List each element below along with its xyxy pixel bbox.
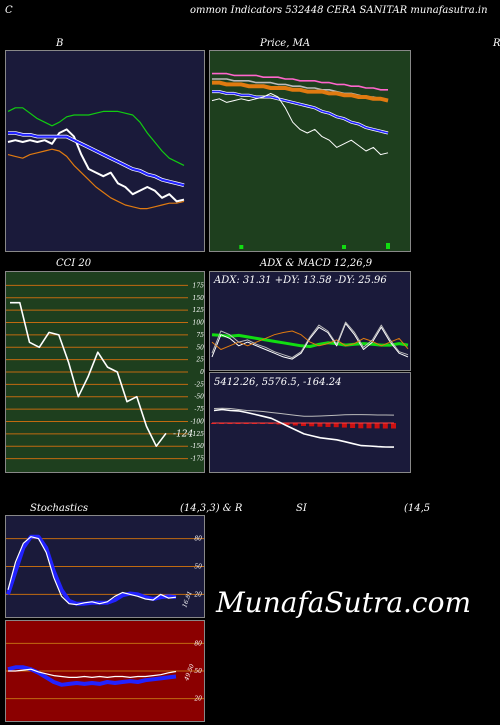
cci-tick-label: -50 <box>194 394 204 401</box>
volume-bar <box>239 245 244 249</box>
stochastics-tick-label: 50 <box>194 564 202 571</box>
price-ma-chart <box>209 50 411 252</box>
cci-tick-label: 100 <box>193 320 204 327</box>
bollinger-upper-line <box>7 107 185 166</box>
macd-histogram-bar <box>366 423 372 429</box>
cci-tick-label: 125 <box>193 307 204 314</box>
cci-tick-label: 75 <box>196 332 204 339</box>
cci-tick-label: 175 <box>193 282 204 289</box>
edge-letter-right: R <box>493 38 500 49</box>
adx-chart: ADX: 31.31 +DY: 13.58 -DY: 25.96 <box>209 271 411 371</box>
cci-tick-label: -100 <box>191 418 204 425</box>
williams-r-line <box>8 668 177 679</box>
cci-tick-label: -175 <box>191 456 204 463</box>
stochastics-tick-label: 20 <box>193 591 202 598</box>
price-title: Price, MA <box>260 38 311 49</box>
price-ma_orange-line <box>212 80 389 103</box>
price-ma_pink-line <box>212 72 388 91</box>
macd-histogram-bar <box>317 423 323 427</box>
bollinger-close-line <box>7 128 185 203</box>
adx-plus_di-line <box>211 323 409 360</box>
adx-dx-line <box>211 321 409 359</box>
williams-tick-label: 80 <box>194 640 202 647</box>
cci-tick-label: -150 <box>191 443 204 450</box>
macd-histogram-bar <box>309 423 315 427</box>
cci-tick-label: 50 <box>196 344 204 351</box>
page-title: ommon Indicators 532448 CERA SANITAR mun… <box>190 5 488 16</box>
price-close-line <box>211 92 389 156</box>
volume-bar <box>386 243 390 249</box>
cci-tick-label: -75 <box>194 406 204 413</box>
cci-tick-label: -125 <box>191 431 204 438</box>
stochastics-params: (14,3,3) & R <box>180 503 243 514</box>
stochastics-tick-label: 80 <box>194 536 202 543</box>
cci-line <box>10 301 167 447</box>
bollinger-middle-line <box>8 131 185 187</box>
cci-tick-label: 150 <box>193 295 204 302</box>
watermark: MunafaSutra.com <box>216 586 472 619</box>
macd-histogram-bar <box>284 423 290 425</box>
cci-tick-label: 0 <box>200 369 204 376</box>
bollinger-title: B <box>56 38 64 49</box>
bollinger-lower-line <box>7 148 185 210</box>
adx-title: ADX & MACD 12,26,9 <box>260 258 373 269</box>
adx-minus_di-line <box>211 330 409 350</box>
rsi-title: SI <box>296 503 307 514</box>
cci-tick-label: 25 <box>195 357 204 364</box>
macd-signal-line <box>213 407 395 417</box>
macd-histogram-bar <box>341 423 347 428</box>
macd-histogram-bar <box>358 423 364 429</box>
rsi-params: (14,5 <box>404 503 431 514</box>
adx-readout: ADX: 31.31 +DY: 13.58 -DY: 25.96 <box>214 275 387 286</box>
cci-chart: 175 150 125 100 75 50 25 0 -25 -50 -75 -100 -125 -150… <box>5 271 205 473</box>
williams-tick-label: 50 <box>194 668 202 675</box>
cci-current-label: -124 <box>173 429 193 439</box>
macd-readout: 5412.26, 5576.5, -164.24 <box>214 377 342 388</box>
macd-histogram-bar <box>333 423 339 428</box>
stochastics-current-label: 16.81 <box>181 590 193 609</box>
stochastics-k-line <box>7 536 177 606</box>
cci-title: CCI 20 <box>56 258 92 269</box>
stochastics-d-line <box>6 534 177 606</box>
macd-histogram-bar <box>350 423 356 428</box>
cci-tick-label: -25 <box>194 381 204 388</box>
macd-histogram-bar <box>325 423 331 427</box>
bollinger-chart <box>5 50 205 252</box>
macd-histogram-bar <box>276 423 282 425</box>
macd-histogram-bar <box>374 423 380 429</box>
macd-histogram-bar <box>292 423 298 426</box>
price-ma_blue-line <box>212 90 389 134</box>
macd-histogram-bar <box>301 423 306 426</box>
macd-histogram-bar <box>382 423 388 429</box>
volume-bar <box>342 245 346 249</box>
macd-histogram-bar <box>391 423 396 429</box>
macd-line <box>213 408 395 448</box>
header-left-letter: C <box>5 5 13 16</box>
williams-tick-label: 20 <box>193 696 202 703</box>
macd-chart: 5412.26, 5576.5, -164.24 <box>209 372 411 473</box>
stochastics-chart: 80 50 20 16.81 <box>5 515 205 618</box>
adx-adx-line <box>211 333 409 348</box>
williams-chart: 80 50 20 49.50 <box>5 620 205 722</box>
stochastics-title: Stochastics <box>30 503 88 514</box>
